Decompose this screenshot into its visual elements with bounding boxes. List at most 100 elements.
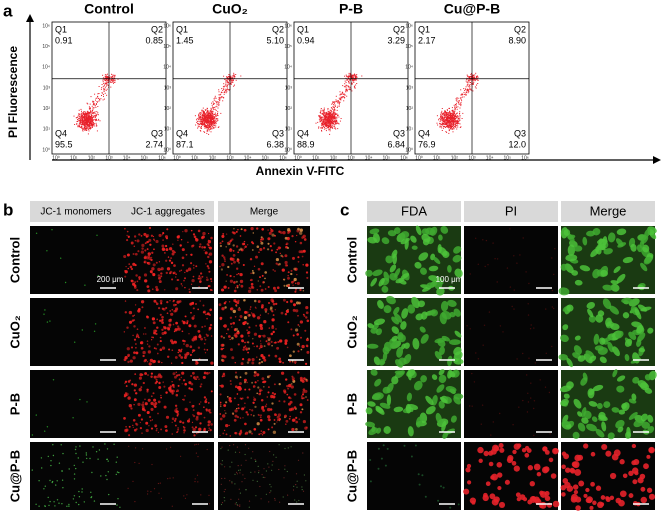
cell: [624, 354, 630, 362]
dot: [214, 121, 216, 123]
spot: [203, 310, 207, 314]
spot: [181, 330, 184, 333]
spot: [210, 390, 213, 393]
dot: [461, 100, 463, 102]
spot: [253, 374, 257, 377]
cell: [401, 308, 409, 319]
dot: [468, 88, 470, 90]
dot: [328, 123, 330, 125]
dot: [448, 125, 450, 127]
spot: [260, 398, 264, 402]
dot: [213, 102, 214, 104]
dot: [199, 130, 201, 131]
spot: [198, 427, 202, 431]
spot: [268, 231, 272, 235]
spot: [516, 358, 518, 360]
spot: [223, 404, 227, 407]
cell: [428, 275, 440, 282]
dot: [203, 111, 205, 112]
dot: [101, 95, 102, 96]
dot: [329, 133, 331, 135]
spot: [189, 345, 193, 349]
spot: [219, 413, 222, 415]
spot: [306, 337, 309, 340]
spot: [221, 464, 223, 466]
dot: [462, 112, 464, 114]
spot: [292, 350, 295, 353]
cell: [420, 267, 427, 275]
dot: [204, 113, 206, 115]
spot: [201, 245, 204, 249]
dot: [446, 117, 447, 119]
spot: [247, 289, 252, 293]
cell: [560, 263, 568, 271]
dot: [452, 115, 454, 117]
x-tick-label: 10⁴: [486, 155, 494, 161]
spot: [175, 410, 179, 414]
spot: [305, 306, 309, 310]
dot: [448, 112, 450, 114]
spot: [171, 381, 173, 383]
spot: [174, 375, 177, 379]
dot: [83, 127, 85, 128]
spot: [271, 310, 274, 313]
dot: [469, 89, 471, 91]
spot: [134, 281, 137, 284]
spot: [145, 256, 149, 260]
dot: [209, 110, 211, 112]
spot: [280, 311, 284, 315]
cell: [643, 256, 652, 265]
spot: [150, 372, 153, 375]
spot: [242, 263, 245, 267]
dot: [353, 80, 355, 82]
spot: [274, 354, 278, 358]
dot: [97, 96, 99, 98]
spot: [246, 396, 249, 399]
spot: [200, 337, 203, 341]
spot: [220, 463, 222, 465]
dot: [89, 107, 91, 109]
spot: [181, 361, 184, 365]
dot: [225, 92, 227, 94]
dot: [96, 130, 98, 132]
spot: [305, 378, 308, 381]
spot: [261, 227, 265, 231]
spot: [246, 361, 250, 364]
x-tick-label: 10²: [209, 155, 217, 161]
spot: [141, 247, 144, 250]
dot: [331, 103, 333, 105]
spot: [292, 308, 296, 312]
dot: [326, 117, 327, 118]
spot: [116, 456, 118, 458]
spot: [206, 265, 209, 268]
dot: [77, 126, 79, 128]
spot: [233, 397, 236, 400]
spot: [545, 308, 547, 310]
y-tick-label: 10²: [285, 106, 293, 112]
spot: [274, 270, 276, 272]
dot: [468, 89, 470, 91]
dot: [197, 122, 199, 124]
spot: [195, 237, 198, 240]
dot: [90, 96, 92, 98]
spot: [243, 247, 245, 249]
dot: [329, 112, 331, 114]
spot: [298, 418, 301, 421]
dot: [209, 125, 211, 127]
spot: [253, 371, 256, 374]
spot: [237, 385, 242, 390]
dot: [440, 120, 442, 122]
dot: [93, 101, 95, 103]
spot: [297, 256, 300, 259]
panel-label: b: [3, 200, 13, 219]
dot: [445, 111, 447, 113]
spot: [144, 372, 148, 375]
dot: [464, 93, 466, 95]
spot: [174, 417, 177, 420]
dot: [334, 108, 336, 110]
dot: [93, 119, 95, 121]
dot: [207, 111, 209, 113]
spot: [197, 329, 201, 333]
cell: [615, 330, 624, 339]
spot: [272, 302, 276, 306]
